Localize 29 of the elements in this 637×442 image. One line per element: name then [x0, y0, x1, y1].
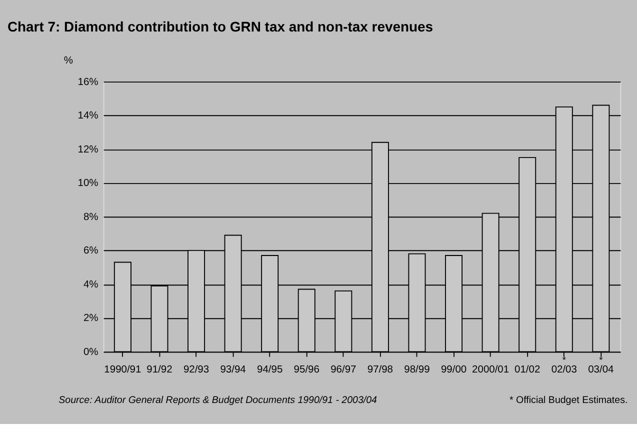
- text: *: [599, 354, 604, 365]
- x-tick-label: 2000/01: [472, 364, 510, 376]
- source-note: Source: Auditor General Reports & Budget Documents 1990/91 - 2003/04: [58, 394, 378, 406]
- text: * Official Budget Estimates.: [510, 394, 628, 406]
- chart-title: Chart 7: Diamond contribution to GRN tax and non-tax revenues: [7, 18, 434, 34]
- y-tick-label: 6%: [83, 246, 98, 257]
- y-tick-label: 16%: [78, 76, 98, 88]
- y-tick-label: 4%: [83, 279, 98, 290]
- x-tick-label: 96/97: [330, 364, 357, 376]
- y-tick-label: 10%: [78, 178, 98, 190]
- y-tick-label: 2%: [83, 313, 98, 324]
- x-tick-label: 1990/91: [104, 364, 142, 376]
- text: *: [562, 354, 566, 365]
- x-tick-label: 93/94: [220, 364, 246, 376]
- y-tick-label: 14%: [78, 110, 98, 122]
- x-tick-label: 99/00: [440, 364, 467, 376]
- x-tick-label: 02/03: [551, 364, 578, 376]
- y-tick-label: 12%: [78, 144, 98, 156]
- x-tick-label: 91/92: [146, 364, 173, 376]
- y-tick-label: 8%: [83, 212, 98, 223]
- y-tick-label: 0%: [83, 346, 98, 358]
- x-tick-label: 01/02: [514, 364, 540, 376]
- x-tick-label: 94/95: [257, 364, 283, 376]
- y-axis-title: %: [64, 55, 74, 66]
- x-tick-label: 03/04: [588, 364, 614, 376]
- x-tick-label: 97/98: [367, 364, 394, 376]
- x-tick-label: 92/93: [183, 364, 210, 376]
- x-tick-label: 95/96: [294, 364, 320, 376]
- x-tick-label: 98/99: [404, 364, 430, 376]
